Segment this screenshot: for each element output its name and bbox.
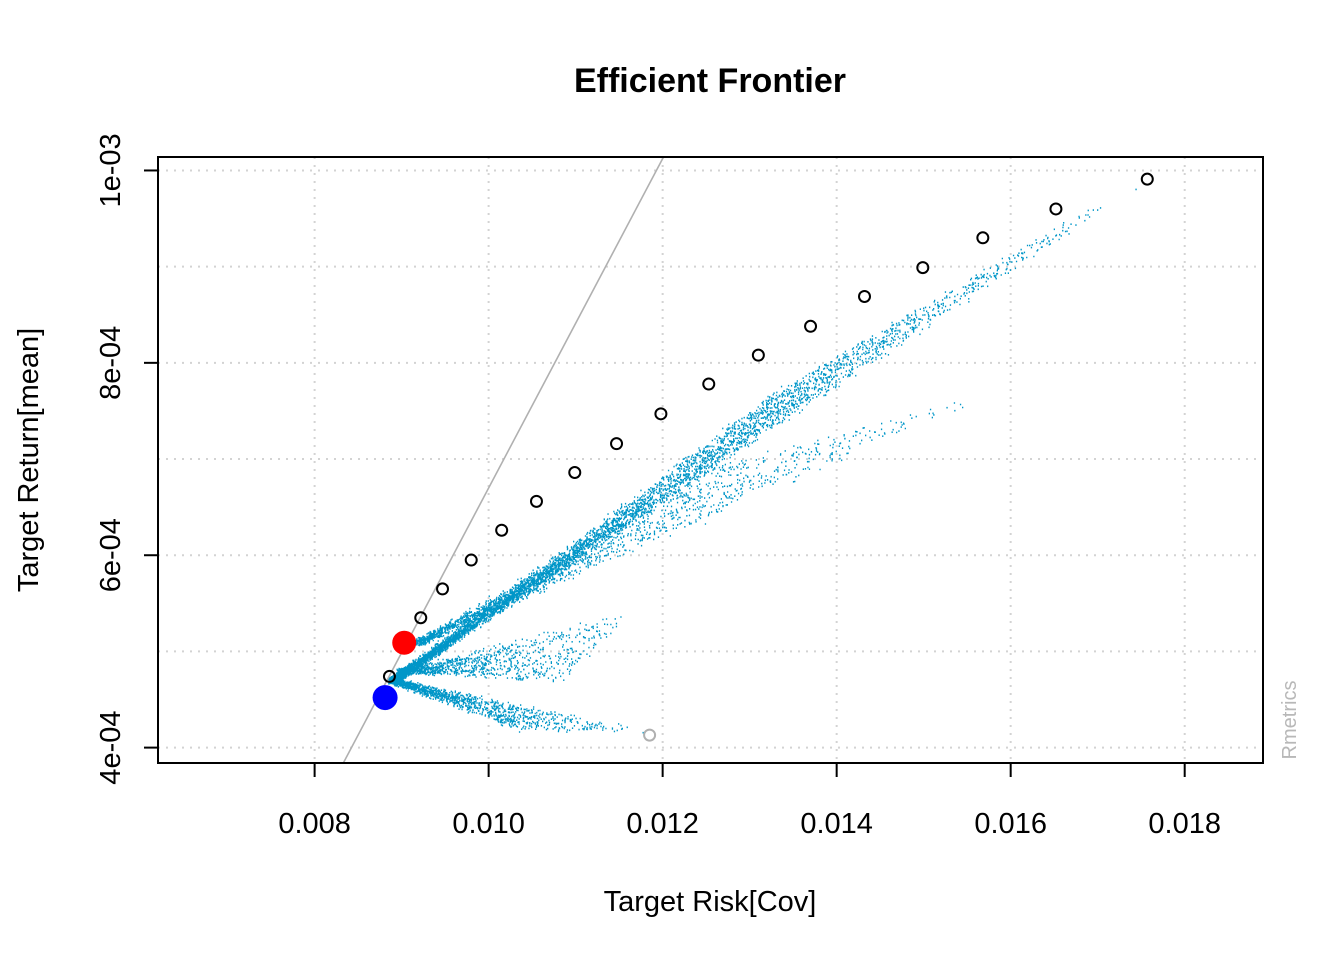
feasible-set-cloud [387,188,1137,734]
frontier-point [1049,202,1063,216]
x-tick-label: 0.018 [1148,808,1221,840]
frontier-point [495,523,509,537]
y-tick-label: 1e-03 [95,133,127,207]
tangency-line [342,156,665,764]
x-axis-label: Target Risk[Cov] [604,886,817,918]
frontier-point [804,319,818,333]
y-tick-label: 8e-04 [95,326,127,400]
frontier-point [858,289,872,303]
y-tick-label: 4e-04 [95,711,127,785]
axes-layer: 0.008 0.010 0.012 0.014 0.016 0.018 4e-04 6e-04… [95,133,1264,840]
tangency-portfolio-point [392,630,417,655]
grid-layer [158,157,1263,763]
frontier-point [464,553,478,567]
min-variance-portfolio-point [372,685,398,711]
frontier-point [751,348,765,362]
plot-frame [157,156,1264,764]
rmetrics-watermark: Rmetrics [1279,681,1301,760]
y-tick-label: 6e-04 [95,518,127,592]
frontier-point [529,494,543,508]
frontier-points-layer [372,172,1154,742]
frontier-point [702,377,716,391]
x-tick-label: 0.014 [800,808,873,840]
frontier-point [382,669,396,683]
frontier-point [568,466,582,480]
frontier-point [1140,172,1154,186]
x-tick-label: 0.016 [974,808,1047,840]
frontier-point [654,407,668,421]
x-tick-label: 0.012 [626,808,699,840]
frontier-point [916,261,930,275]
x-tick-label: 0.010 [452,808,525,840]
frontier-point [976,231,990,245]
feasible-set-points [387,188,1137,734]
asset-point [643,728,657,742]
x-tick-label: 0.008 [278,808,351,840]
frontier-point [610,437,624,451]
y-axis-label: Target Return[mean] [13,328,45,592]
chart-title: Efficient Frontier [574,62,846,100]
frontier-point [436,582,450,596]
frontier-point [414,611,428,625]
tangency-line-layer [342,156,665,764]
